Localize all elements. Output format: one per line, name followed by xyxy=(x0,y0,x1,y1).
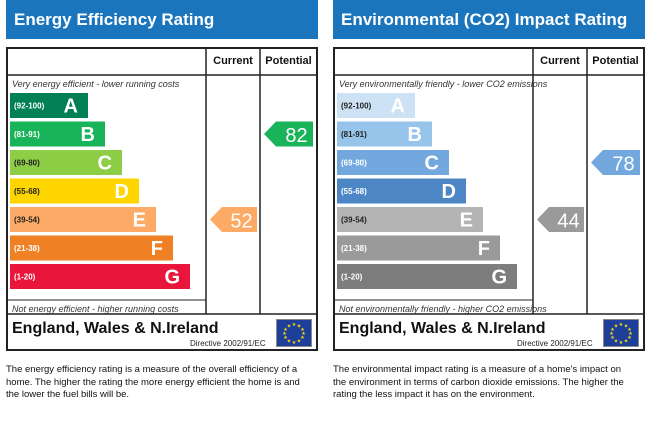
band-letter-label: C xyxy=(98,153,112,175)
potential-header: Potential xyxy=(592,55,639,67)
environmental-impact-description: The environmental impact rating is a mea… xyxy=(333,364,624,400)
band-letter-label: E xyxy=(133,210,146,232)
region-label: England, Wales & N.Ireland xyxy=(339,320,546,337)
band-letter-label: D xyxy=(115,181,129,203)
svg-text:★: ★ xyxy=(297,324,302,330)
band-letter-label: E xyxy=(460,210,473,232)
band-letter-label: G xyxy=(164,267,180,289)
current-header: Current xyxy=(213,55,253,67)
eu-flag-icon: ★ ★ ★ ★ ★ ★ ★ ★ ★ ★ ★ ★ xyxy=(603,319,639,347)
svg-text:★: ★ xyxy=(283,327,288,333)
rating-bar-b xyxy=(10,121,105,147)
eu-flag-icon: ★ ★ ★ ★ ★ ★ ★ ★ ★ ★ ★ ★ xyxy=(276,319,312,347)
band-range-label: (81-91) xyxy=(14,130,40,139)
current-rating-value: 52 xyxy=(230,211,252,233)
potential-rating-arrow xyxy=(264,121,313,147)
environmental-impact-chart: (92-100) A (81-91) B (69-80) C (55-68) D (39-54)… xyxy=(335,49,643,315)
band-range-label: (21-38) xyxy=(14,244,40,253)
potential-rating-value: 78 xyxy=(612,154,634,176)
energy-efficiency-chart: (92-100) A (81-91) B (69-80) C (55-68) D (39-54)… xyxy=(8,49,316,315)
band-range-label: (55-68) xyxy=(341,187,367,196)
energy-efficiency-frame: (92-100) A (81-91) B (69-80) C (55-68) D (39-54)… xyxy=(6,47,318,351)
region-label: England, Wales & N.Ireland xyxy=(12,320,219,337)
band-range-label: (81-91) xyxy=(341,130,367,139)
environmental-impact-panel: Environmental (CO2) Impact Rating (92-10… xyxy=(333,0,645,400)
svg-text:★: ★ xyxy=(610,327,615,333)
svg-text:★: ★ xyxy=(287,324,292,330)
band-letter-label: D xyxy=(442,181,456,203)
environmental-impact-frame: (92-100) A (81-91) B (69-80) C (55-68) D (39-54)… xyxy=(333,47,645,351)
rating-bar-d xyxy=(337,178,466,204)
svg-text:★: ★ xyxy=(301,331,306,337)
svg-text:★: ★ xyxy=(287,339,292,345)
current-rating-arrow xyxy=(537,207,584,232)
rating-bar-c xyxy=(10,150,122,175)
rating-bar-a xyxy=(337,93,415,118)
band-range-label: (69-80) xyxy=(341,159,367,168)
band-letter-label: G xyxy=(491,267,507,289)
band-range-label: (21-38) xyxy=(341,244,367,253)
rating-bar-a xyxy=(10,93,88,118)
band-range-label: (1-20) xyxy=(14,273,36,282)
current-rating-arrow xyxy=(210,207,257,232)
potential-rating-arrow xyxy=(591,150,640,175)
top-caption: Very environmentally friendly - lower CO… xyxy=(339,79,548,89)
svg-text:★: ★ xyxy=(624,339,629,345)
rating-bar-e xyxy=(337,207,483,232)
band-letter-label: A xyxy=(64,96,78,118)
rating-bar-b xyxy=(337,121,432,147)
current-header: Current xyxy=(540,55,580,67)
environmental-impact-title: Environmental (CO2) Impact Rating xyxy=(333,0,645,39)
band-letter-label: F xyxy=(478,238,490,260)
directive-label: Directive 2002/91/EC xyxy=(190,339,266,348)
svg-text:★: ★ xyxy=(282,331,287,337)
rating-bar-g xyxy=(337,264,517,289)
rating-bar-d xyxy=(10,178,139,204)
band-letter-label: B xyxy=(81,124,95,146)
directive-label: Directive 2002/91/EC xyxy=(517,339,593,348)
energy-efficiency-title: Energy Efficiency Rating xyxy=(6,0,318,39)
svg-text:★: ★ xyxy=(610,335,615,341)
svg-text:★: ★ xyxy=(283,335,288,341)
band-range-label: (39-54) xyxy=(14,216,40,225)
potential-rating-value: 82 xyxy=(285,125,307,147)
band-range-label: (39-54) xyxy=(341,216,367,225)
energy-efficiency-panel: Energy Efficiency Rating (92-100) A (81-91… xyxy=(6,0,318,400)
svg-text:★: ★ xyxy=(609,331,614,337)
rating-bar-c xyxy=(337,150,449,175)
svg-text:★: ★ xyxy=(300,327,305,333)
energy-efficiency-description: The energy efficiency rating is a measur… xyxy=(6,364,300,400)
band-letter-label: B xyxy=(408,124,422,146)
bottom-caption: Not environmentally friendly - higher CO… xyxy=(339,304,547,314)
svg-text:★: ★ xyxy=(292,322,297,328)
current-rating-value: 44 xyxy=(557,211,579,233)
band-range-label: (92-100) xyxy=(14,102,45,111)
svg-text:★: ★ xyxy=(619,340,624,346)
rating-bar-f xyxy=(337,235,500,261)
rating-bar-g xyxy=(10,264,190,289)
rating-bar-e xyxy=(10,207,156,232)
svg-text:★: ★ xyxy=(627,335,632,341)
band-range-label: (92-100) xyxy=(341,102,372,111)
bottom-caption: Not energy efficient - higher running co… xyxy=(12,304,179,314)
rating-bar-f xyxy=(10,235,173,261)
band-range-label: (55-68) xyxy=(14,187,40,196)
svg-text:★: ★ xyxy=(292,340,297,346)
band-range-label: (69-80) xyxy=(14,159,40,168)
potential-header: Potential xyxy=(265,55,312,67)
svg-text:★: ★ xyxy=(614,339,619,345)
svg-text:★: ★ xyxy=(300,335,305,341)
band-letter-label: C xyxy=(425,153,439,175)
band-letter-label: A xyxy=(391,96,405,118)
svg-text:★: ★ xyxy=(627,327,632,333)
svg-text:★: ★ xyxy=(297,339,302,345)
band-letter-label: F xyxy=(151,238,163,260)
svg-text:★: ★ xyxy=(614,324,619,330)
svg-text:★: ★ xyxy=(628,331,633,337)
svg-text:★: ★ xyxy=(624,324,629,330)
svg-text:★: ★ xyxy=(619,322,624,328)
band-range-label: (1-20) xyxy=(341,273,363,282)
top-caption: Very energy efficient - lower running co… xyxy=(12,79,180,89)
